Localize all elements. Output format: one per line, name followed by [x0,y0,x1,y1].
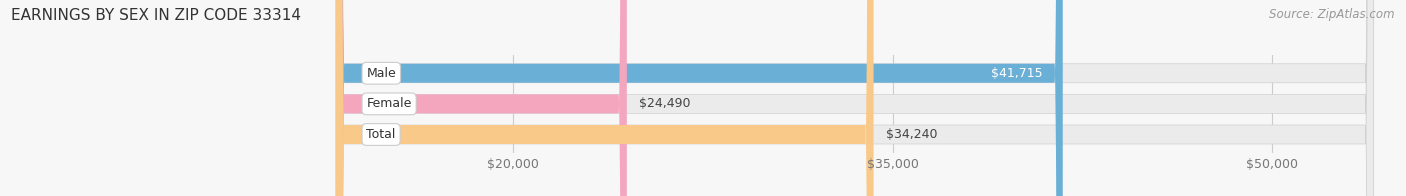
FancyBboxPatch shape [336,0,1374,196]
Text: EARNINGS BY SEX IN ZIP CODE 33314: EARNINGS BY SEX IN ZIP CODE 33314 [11,8,301,23]
Text: Total: Total [367,128,395,141]
FancyBboxPatch shape [336,0,1374,196]
Text: Male: Male [367,67,396,80]
FancyBboxPatch shape [336,0,1063,196]
FancyBboxPatch shape [336,0,1374,196]
Text: $41,715: $41,715 [991,67,1042,80]
Text: $24,490: $24,490 [640,97,690,110]
Text: $34,240: $34,240 [886,128,938,141]
FancyBboxPatch shape [336,0,627,196]
FancyBboxPatch shape [336,0,873,196]
Text: Source: ZipAtlas.com: Source: ZipAtlas.com [1270,8,1395,21]
Text: Female: Female [367,97,412,110]
